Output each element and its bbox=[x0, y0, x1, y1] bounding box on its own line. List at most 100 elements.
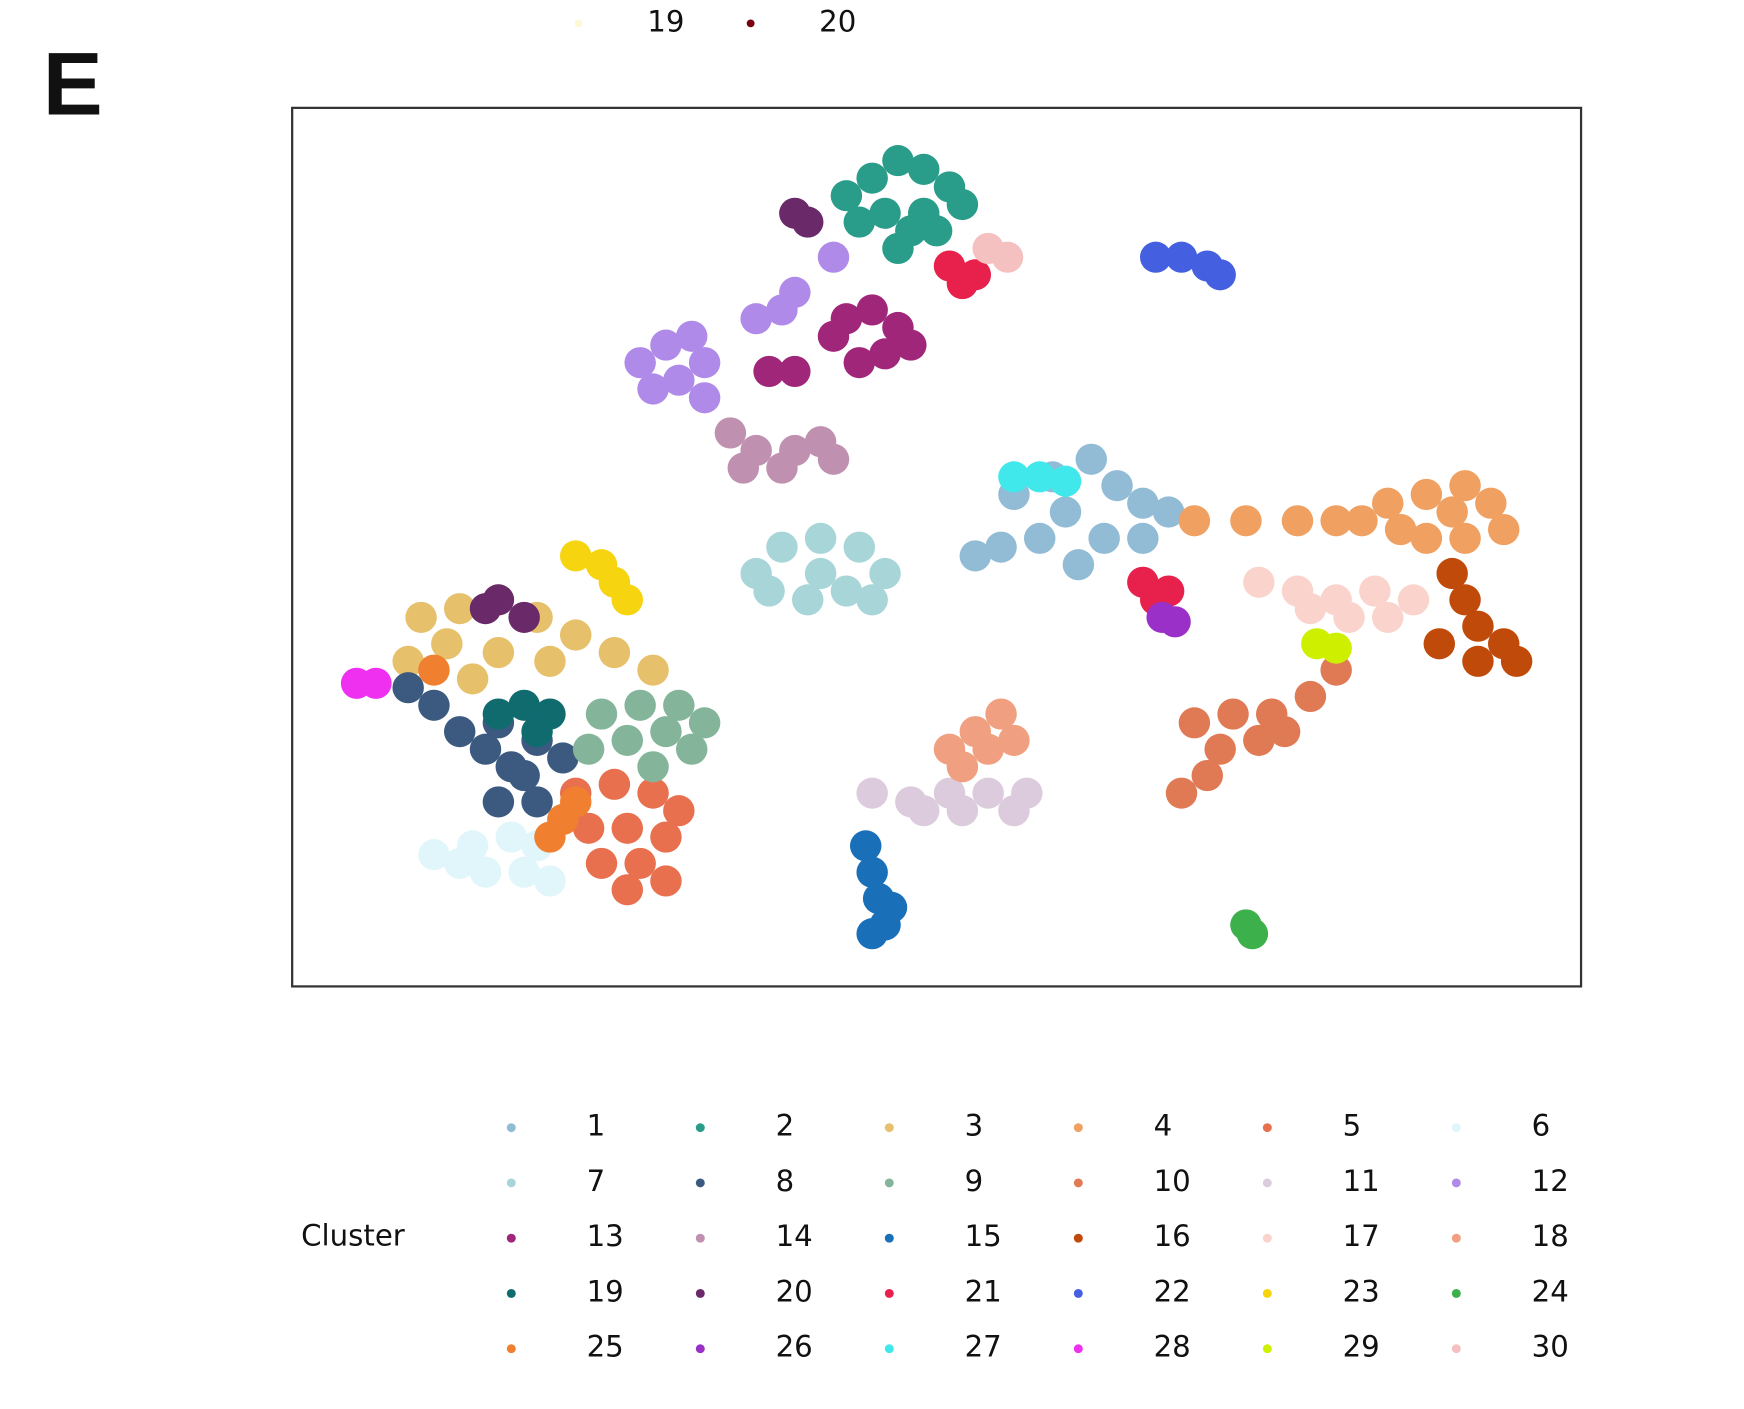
point bbox=[1449, 584, 1481, 616]
point bbox=[508, 856, 540, 888]
point bbox=[830, 575, 863, 607]
panel-label: E bbox=[43, 34, 103, 133]
legend-marker bbox=[1262, 1289, 1272, 1298]
point bbox=[392, 672, 424, 704]
point bbox=[882, 145, 914, 177]
point bbox=[959, 540, 992, 572]
point bbox=[1487, 514, 1520, 546]
legend-label: 18 bbox=[1532, 1219, 1569, 1253]
point bbox=[585, 698, 618, 730]
point bbox=[1436, 557, 1468, 590]
point bbox=[1333, 601, 1365, 633]
point bbox=[1268, 716, 1301, 748]
point bbox=[907, 153, 940, 185]
point bbox=[1236, 918, 1269, 950]
legend-label: 25 bbox=[587, 1330, 624, 1364]
point bbox=[946, 188, 979, 221]
point bbox=[443, 716, 476, 748]
point bbox=[882, 232, 914, 265]
point bbox=[611, 812, 644, 844]
point bbox=[1243, 724, 1275, 756]
point bbox=[1127, 487, 1159, 519]
legend-marker bbox=[884, 1123, 894, 1133]
point bbox=[1281, 505, 1314, 537]
point bbox=[611, 874, 644, 906]
point bbox=[418, 839, 450, 871]
legend-label: 7 bbox=[587, 1164, 606, 1198]
point bbox=[650, 821, 682, 853]
point bbox=[534, 821, 566, 853]
point bbox=[456, 663, 489, 695]
point bbox=[650, 329, 682, 361]
legend-label: 4 bbox=[1154, 1109, 1173, 1143]
point bbox=[508, 689, 540, 721]
point bbox=[1449, 470, 1481, 502]
point bbox=[572, 812, 605, 844]
point bbox=[1204, 259, 1236, 291]
point bbox=[753, 575, 785, 607]
point bbox=[998, 461, 1030, 493]
point bbox=[508, 759, 540, 792]
point bbox=[1127, 522, 1159, 554]
point bbox=[1049, 496, 1082, 528]
point bbox=[418, 689, 450, 721]
point bbox=[585, 847, 618, 879]
point bbox=[1165, 777, 1198, 809]
point bbox=[907, 795, 940, 827]
point bbox=[1436, 496, 1468, 528]
legend-label: 10 bbox=[1154, 1164, 1191, 1198]
point bbox=[482, 786, 515, 818]
point bbox=[1165, 241, 1198, 273]
point bbox=[856, 856, 888, 888]
point bbox=[766, 531, 798, 563]
point bbox=[843, 531, 876, 563]
point bbox=[779, 355, 811, 388]
point bbox=[856, 777, 888, 809]
legend-label: 6 bbox=[1532, 1109, 1551, 1143]
legend-marker bbox=[506, 1344, 516, 1354]
point bbox=[559, 619, 592, 651]
legend-marker bbox=[1451, 1344, 1461, 1354]
legend-label: 20 bbox=[776, 1275, 813, 1309]
legend-marker bbox=[1451, 1233, 1461, 1243]
legend-label: 19 bbox=[647, 4, 684, 38]
legend-marker bbox=[1073, 1289, 1083, 1298]
point bbox=[598, 636, 631, 669]
legend-label: 15 bbox=[965, 1219, 1002, 1253]
legend-label: 23 bbox=[1343, 1275, 1380, 1309]
point bbox=[1371, 487, 1404, 519]
point bbox=[791, 206, 824, 238]
point bbox=[1359, 575, 1391, 607]
legend-label: 20 bbox=[819, 4, 856, 38]
point bbox=[1152, 575, 1185, 607]
point bbox=[920, 215, 953, 247]
point bbox=[1500, 645, 1533, 677]
point bbox=[663, 795, 695, 827]
legend-marker bbox=[506, 1233, 516, 1243]
legend-label: 13 bbox=[587, 1219, 624, 1253]
point bbox=[766, 294, 798, 326]
legend-label: 29 bbox=[1343, 1330, 1380, 1364]
legend-marker bbox=[1451, 1289, 1461, 1298]
point bbox=[663, 689, 695, 721]
point bbox=[495, 821, 528, 853]
point bbox=[624, 847, 656, 879]
legend-marker bbox=[1073, 1344, 1083, 1354]
legend-label: 26 bbox=[776, 1330, 813, 1364]
point bbox=[946, 268, 979, 300]
point bbox=[1159, 606, 1191, 638]
legend-marker bbox=[1073, 1178, 1083, 1188]
legend-marker bbox=[506, 1289, 516, 1298]
point bbox=[1204, 733, 1236, 765]
point bbox=[1023, 461, 1056, 493]
point bbox=[727, 452, 760, 484]
point bbox=[392, 645, 424, 677]
point bbox=[998, 795, 1030, 827]
point bbox=[817, 443, 850, 475]
point bbox=[1462, 610, 1494, 642]
point bbox=[637, 751, 669, 783]
point bbox=[1384, 514, 1417, 546]
legend-marker bbox=[1262, 1344, 1272, 1354]
point bbox=[650, 716, 682, 748]
